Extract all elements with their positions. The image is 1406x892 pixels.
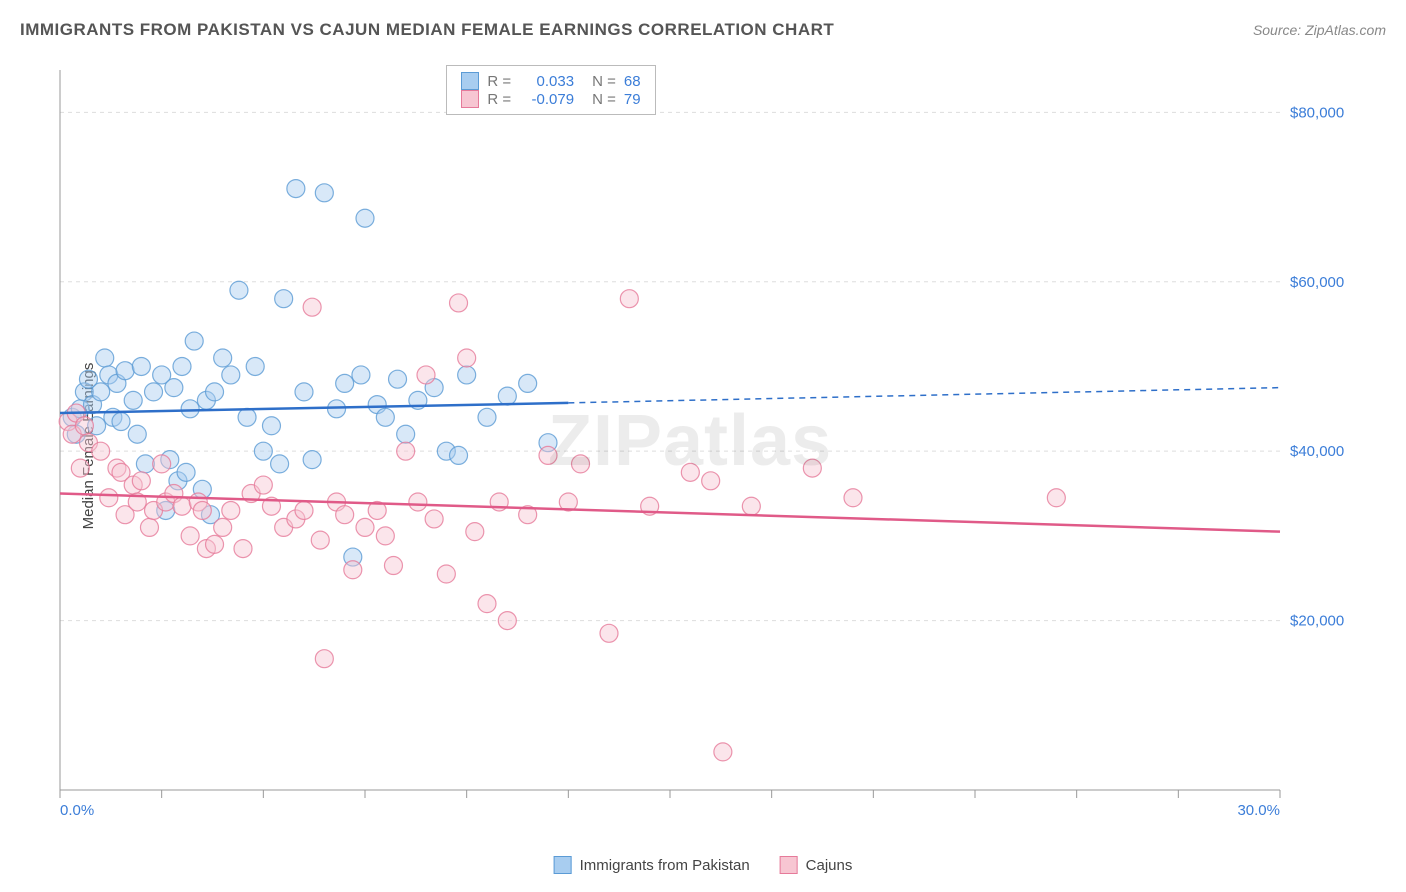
svg-text:$80,000: $80,000 (1290, 104, 1344, 121)
svg-text:$60,000: $60,000 (1290, 274, 1344, 291)
legend-swatch (461, 72, 479, 90)
legend-row: R = -0.079 N = 79 (461, 90, 640, 108)
chart-area: $20,000 $40,000 $60,000 $80,000 0.0% 30.0% R … (50, 60, 1350, 820)
legend-swatch (461, 90, 479, 108)
r-value: 0.033 (519, 73, 574, 90)
svg-text:30.0%: 30.0% (1237, 802, 1280, 819)
r-label: R = (487, 73, 511, 90)
series-legend-item: Immigrants from Pakistan (554, 856, 750, 874)
n-label: N = (592, 91, 616, 108)
chart-container: IMMIGRANTS FROM PAKISTAN VS CAJUN MEDIAN… (0, 0, 1406, 892)
n-value: 79 (624, 91, 641, 108)
r-label: R = (487, 91, 511, 108)
series-legend: Immigrants from Pakistan Cajuns (554, 856, 853, 874)
svg-text:$20,000: $20,000 (1290, 613, 1344, 630)
series-legend-item: Cajuns (780, 856, 853, 874)
legend-swatch (554, 856, 572, 874)
chart-svg: $20,000 $40,000 $60,000 $80,000 0.0% 30.0% (50, 60, 1350, 820)
n-value: 68 (624, 73, 641, 90)
legend-row: R = 0.033 N = 68 (461, 72, 640, 90)
svg-text:0.0%: 0.0% (60, 802, 94, 819)
chart-title: IMMIGRANTS FROM PAKISTAN VS CAJUN MEDIAN… (20, 20, 834, 40)
series-label: Cajuns (806, 857, 853, 874)
svg-text:$40,000: $40,000 (1290, 443, 1344, 460)
source-label: Source: ZipAtlas.com (1253, 22, 1386, 38)
n-label: N = (592, 73, 616, 90)
correlation-legend: R = 0.033 N = 68 R = -0.079 N = 79 (446, 65, 655, 115)
legend-swatch (780, 856, 798, 874)
r-value: -0.079 (519, 91, 574, 108)
series-label: Immigrants from Pakistan (580, 857, 750, 874)
